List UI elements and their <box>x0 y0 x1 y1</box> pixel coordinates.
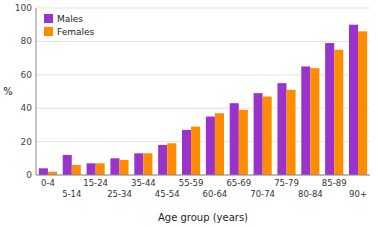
bars <box>39 25 367 175</box>
bar <box>239 110 248 175</box>
bar <box>63 155 72 175</box>
bar <box>325 43 334 175</box>
bar <box>301 66 310 175</box>
x-tick-label: 70-74 <box>250 189 275 199</box>
bar <box>158 145 167 175</box>
x-tick-label: 60-64 <box>203 189 228 199</box>
x-tick-label: 65-69 <box>226 178 251 188</box>
bar <box>72 165 81 175</box>
x-tick-label: 90+ <box>349 189 367 199</box>
bar <box>334 50 343 175</box>
x-tick-label: 35-44 <box>131 178 156 188</box>
bar <box>206 117 215 175</box>
legend-swatch <box>44 14 53 23</box>
x-tick-label: 75-79 <box>274 178 299 188</box>
bar <box>182 130 191 175</box>
y-tick-label: 20 <box>21 137 33 147</box>
y-tick-label: 100 <box>15 3 32 13</box>
bar <box>310 68 319 175</box>
y-tick-label: 60 <box>21 70 33 80</box>
bar <box>230 103 239 175</box>
bar <box>191 127 200 175</box>
y-tick-label: 80 <box>21 36 33 46</box>
grid-line <box>36 41 370 42</box>
bar <box>134 153 143 175</box>
bar <box>358 31 367 175</box>
y-axis <box>36 8 37 175</box>
x-tick-label: 25-34 <box>107 189 132 199</box>
x-tick-label: 0-4 <box>41 178 55 188</box>
bar <box>143 153 152 175</box>
x-tick-label: 55-59 <box>179 178 204 188</box>
x-tick-label: 45-54 <box>155 189 180 199</box>
x-tick-label: 15-24 <box>83 178 108 188</box>
bar <box>215 113 224 175</box>
bar <box>349 25 358 175</box>
bar <box>87 163 96 175</box>
y-tick-label: 40 <box>21 103 33 113</box>
x-tick-label: 5-14 <box>62 189 81 199</box>
bar <box>277 83 286 175</box>
bar <box>287 90 296 175</box>
chart: 0 20 40 60 80 100 0-4 5-1415-2425-3435-4445-545… <box>0 0 378 227</box>
grid-line <box>36 108 370 109</box>
grid-line <box>36 74 370 75</box>
legend-swatch <box>44 27 53 36</box>
x-axis-label: Age group (years) <box>158 212 248 223</box>
bar <box>167 143 176 175</box>
legend: Males Females <box>44 14 95 37</box>
legend-label: Males <box>57 14 83 24</box>
y-axis-label: % <box>3 86 13 97</box>
chart-container: 0 20 40 60 80 100 0-4 5-1415-2425-3435-4445-545… <box>0 0 378 227</box>
legend-label: Females <box>57 27 95 37</box>
bar <box>96 163 105 175</box>
y-tick-label: 0 <box>26 170 32 180</box>
x-axis <box>36 175 370 176</box>
bar <box>48 172 57 175</box>
x-tick-label: 80-84 <box>298 189 323 199</box>
bar <box>110 158 119 175</box>
grid-line <box>36 8 370 9</box>
grid-line <box>36 175 370 176</box>
bar <box>254 93 263 175</box>
bar <box>39 168 48 175</box>
bar <box>263 97 272 175</box>
grid-line <box>36 141 370 142</box>
x-tick-label: 85-89 <box>322 178 347 188</box>
bar <box>120 160 129 175</box>
